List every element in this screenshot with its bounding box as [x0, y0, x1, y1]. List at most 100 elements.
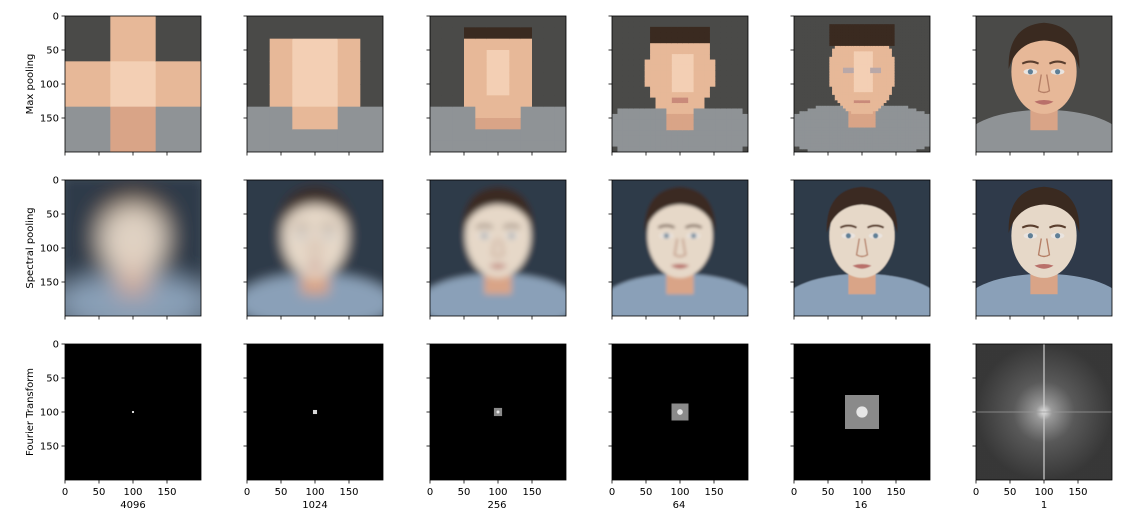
pool-cell — [794, 32, 798, 36]
pool-cell — [823, 21, 828, 25]
pool-cell — [821, 119, 825, 123]
pool-cell — [897, 127, 901, 131]
pool-cell — [823, 105, 828, 110]
pool-cell — [813, 64, 817, 69]
pool-cell — [848, 113, 852, 118]
pool-cell — [910, 70, 915, 74]
pool-cell — [924, 51, 928, 55]
pool-cell — [905, 81, 909, 85]
pool-cell — [802, 81, 806, 85]
pool-cell — [815, 56, 820, 61]
pool-cell — [826, 73, 830, 77]
pool-cell — [292, 38, 316, 62]
pool-cell — [842, 119, 847, 123]
pool-cell — [870, 40, 874, 44]
pool-cell — [815, 127, 820, 131]
pool-cell — [818, 119, 822, 123]
pool-cell — [905, 127, 909, 131]
pool-cell — [660, 124, 667, 131]
pool-cell — [726, 97, 733, 104]
pool-cell — [650, 124, 657, 131]
pool-cell — [671, 97, 678, 104]
pool-cell — [862, 54, 866, 58]
pool-cell — [837, 70, 841, 74]
pool-cell — [859, 16, 863, 20]
pool-cell — [845, 75, 849, 80]
pool-cell — [818, 138, 822, 142]
pool-cell — [715, 32, 722, 39]
x-tick-label: 100 — [1034, 487, 1053, 498]
pool-cell — [872, 149, 877, 152]
pool-cell — [875, 103, 879, 107]
pool-cell — [853, 37, 858, 42]
pool-cell — [872, 51, 877, 55]
panel-image — [794, 344, 930, 480]
pool-cell — [826, 122, 830, 126]
pool-cell — [859, 124, 863, 129]
pool-cell — [913, 122, 917, 126]
pool-cell — [818, 67, 822, 71]
pool-cell — [650, 141, 657, 148]
pool-cell — [875, 127, 879, 131]
pool-cell — [894, 149, 898, 152]
pool-cell — [834, 108, 839, 112]
pool-cell — [891, 62, 896, 66]
pool-cell — [927, 45, 930, 50]
pool-cell — [864, 29, 869, 33]
pool-cell — [633, 75, 640, 82]
pool-cell — [878, 124, 882, 129]
row-label-fourier-transform: Fourier Transform — [25, 368, 36, 456]
pool-cell — [853, 132, 858, 137]
pool-cell — [441, 16, 454, 28]
pool-cell — [731, 75, 738, 82]
pool-cell — [829, 70, 833, 74]
pool-cell — [853, 116, 858, 120]
pool-cell — [856, 45, 860, 50]
pool-cell — [859, 111, 863, 115]
pool-cell — [853, 59, 858, 63]
left-iris — [663, 233, 669, 239]
pool-cell — [864, 67, 869, 71]
pool-cell — [837, 84, 841, 88]
pool-cell — [834, 119, 839, 123]
pool-cell — [818, 73, 822, 77]
pool-cell — [867, 32, 871, 36]
pool-cell — [628, 119, 635, 126]
pool-cell — [677, 16, 684, 23]
pool-cell — [848, 116, 852, 120]
pool-cell — [886, 122, 890, 126]
pool-cell — [834, 64, 839, 69]
pool-cell — [799, 35, 803, 39]
pool-cell — [709, 16, 716, 23]
pool-cell — [829, 89, 833, 93]
pool-cell — [864, 48, 869, 52]
pool-cell — [650, 37, 657, 44]
pool-cell — [916, 116, 920, 120]
pool-cell — [875, 16, 879, 20]
pool-cell — [908, 111, 912, 115]
pool-cell — [875, 124, 879, 129]
pool-cell — [878, 67, 882, 71]
pool-cell — [699, 113, 706, 120]
pool-cell — [688, 113, 695, 120]
pool-cell — [848, 70, 852, 74]
pool-cell — [878, 100, 882, 104]
pool-cell — [913, 141, 917, 145]
pool-cell — [796, 108, 801, 112]
y-tick-label: 0 — [53, 12, 59, 23]
pool-cell — [832, 51, 836, 55]
pool-cell — [821, 124, 825, 129]
pool-cell — [829, 105, 833, 110]
pool-cell — [872, 54, 877, 58]
pool-cell — [845, 16, 849, 20]
pool-cell — [851, 43, 855, 47]
pool-cell — [859, 100, 863, 104]
pool-cell — [834, 141, 839, 145]
pool-cell — [927, 40, 930, 44]
pool-cell — [810, 59, 814, 63]
pool-cell — [924, 149, 928, 152]
pool-cell — [837, 116, 841, 120]
pool-cell — [910, 103, 915, 107]
pool-cell — [509, 72, 522, 85]
pool-cell — [859, 73, 863, 77]
